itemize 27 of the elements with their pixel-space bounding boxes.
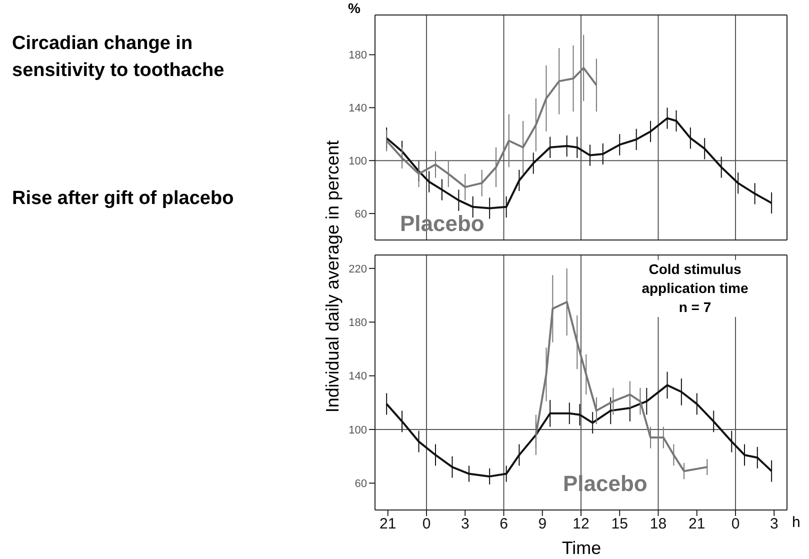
y-tick-label: 60: [354, 478, 367, 490]
x-tick-label: 9: [538, 516, 547, 533]
y-tick-label: 180: [348, 317, 367, 330]
y-tick-label: 220: [348, 263, 367, 276]
y-tick-label: 140: [348, 102, 367, 115]
x-tick-label: 3: [770, 516, 778, 533]
x-tick-label: 0: [422, 516, 431, 533]
annotation: n = 7: [678, 298, 712, 317]
text: h: [792, 514, 800, 531]
y-tick-label: 140: [348, 370, 367, 383]
x-axis-title: Time: [560, 538, 602, 559]
x-tick-label: 21: [688, 516, 706, 533]
x-tick-label: 21: [380, 516, 396, 533]
y-axis-title: Individual daily average in percent: [322, 139, 344, 415]
text: Rise after gift of placebo: [12, 187, 235, 211]
y-tick-label: 60: [354, 208, 367, 220]
y-tick-label: 100: [348, 424, 367, 436]
x-tick-label: 0: [731, 516, 740, 533]
x-tick-label: 12: [572, 516, 590, 533]
y-tick-label: 180: [348, 50, 367, 62]
text: Circadian change in sensitivity to toothache: [12, 32, 226, 83]
y-axis-title: %: [348, 0, 360, 16]
y-tick-label: 100: [348, 155, 367, 168]
x-tick-label: 3: [460, 516, 470, 533]
x-tick-label: 18: [650, 516, 667, 533]
x-tick-label: 6: [500, 516, 508, 533]
x-tick-label: 15: [611, 516, 628, 533]
